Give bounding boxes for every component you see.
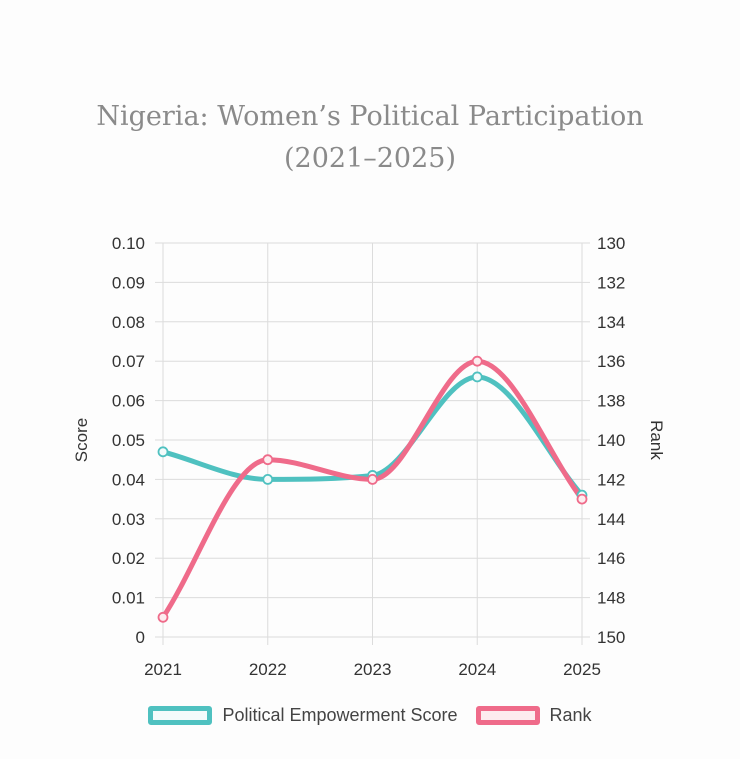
dual-axis-line-chart: 0.10 0.09 0.08 0.07 0.06 0.05 0.04 0.03 0.02 0.01… bbox=[72, 234, 666, 679]
data-point-rank[interactable] bbox=[471, 355, 483, 367]
legend: Political Empowerment Score Rank bbox=[0, 700, 740, 730]
x-axis-ticks: 2021 2022 2023 2024 2025 bbox=[144, 660, 601, 679]
y-tick-label: 0.05 bbox=[112, 431, 145, 450]
data-point-score[interactable] bbox=[471, 371, 483, 383]
data-point-rank[interactable] bbox=[157, 611, 169, 623]
y-tick-label: 0.06 bbox=[112, 392, 145, 411]
x-tick-label: 2023 bbox=[354, 660, 392, 679]
grid-lines bbox=[155, 242, 590, 645]
y-tick-label: 0.07 bbox=[112, 352, 145, 371]
y-tick-label: 0.03 bbox=[112, 510, 145, 529]
data-point-rank[interactable] bbox=[576, 493, 588, 505]
series-line-score bbox=[160, 374, 585, 498]
data-point-rank[interactable] bbox=[367, 473, 378, 485]
y2-tick-label: 136 bbox=[597, 352, 625, 371]
y-tick-label: 0.08 bbox=[112, 313, 145, 332]
legend-swatch-rank bbox=[475, 705, 540, 725]
y2-axis-label: Rank bbox=[647, 420, 666, 460]
y2-tick-label: 138 bbox=[597, 392, 625, 411]
data-point-score[interactable] bbox=[157, 446, 169, 458]
y-tick-label: 0.10 bbox=[112, 234, 145, 253]
y2-tick-label: 146 bbox=[597, 549, 625, 568]
right-axis-ticks: 130 132 134 136 138 140 142 144 146 148 150 bbox=[597, 234, 625, 647]
y2-tick-label: 150 bbox=[597, 628, 625, 647]
legend-label-rank: Rank bbox=[549, 704, 592, 725]
y-tick-label: 0.01 bbox=[112, 589, 145, 608]
x-tick-label: 2021 bbox=[144, 660, 182, 679]
y2-tick-label: 130 bbox=[597, 234, 625, 253]
y-tick-label: 0 bbox=[136, 628, 145, 647]
data-point-rank[interactable] bbox=[262, 454, 274, 466]
y-tick-label: 0.02 bbox=[112, 549, 145, 568]
x-tick-label: 2025 bbox=[563, 660, 601, 679]
data-point-score[interactable] bbox=[262, 473, 274, 485]
legend-swatch-score bbox=[148, 705, 213, 725]
y2-tick-label: 132 bbox=[597, 273, 625, 292]
chart-title-line1: Nigeria: Women’s Political Participation bbox=[96, 101, 644, 132]
y2-tick-label: 148 bbox=[597, 589, 625, 608]
x-tick-label: 2024 bbox=[458, 660, 496, 679]
y-tick-label: 0.04 bbox=[112, 470, 145, 489]
legend-item-rank[interactable]: Rank bbox=[475, 704, 592, 726]
legend-item-score[interactable]: Political Empowerment Score bbox=[148, 704, 458, 726]
series-group bbox=[157, 355, 588, 623]
y2-tick-label: 144 bbox=[597, 510, 625, 529]
y-axis-label: Score bbox=[72, 418, 91, 462]
chart-title-line2: (2021–2025) bbox=[284, 143, 456, 174]
y2-tick-label: 134 bbox=[597, 313, 625, 332]
left-axis-ticks: 0.10 0.09 0.08 0.07 0.06 0.05 0.04 0.03 0.02 0.01… bbox=[112, 234, 145, 647]
legend-label-score: Political Empowerment Score bbox=[222, 704, 458, 725]
chart-title: Nigeria: Women’s Political Participation… bbox=[0, 96, 740, 180]
y2-tick-label: 140 bbox=[597, 431, 625, 450]
x-tick-label: 2022 bbox=[249, 660, 287, 679]
y2-tick-label: 142 bbox=[597, 470, 625, 489]
y-tick-label: 0.09 bbox=[112, 273, 145, 292]
